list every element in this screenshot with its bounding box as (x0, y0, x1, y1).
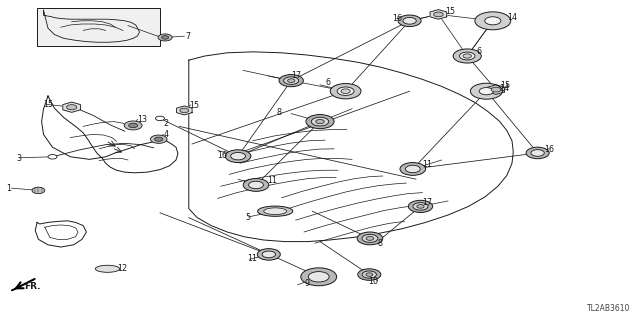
Circle shape (405, 165, 420, 173)
Circle shape (279, 75, 303, 87)
Circle shape (32, 187, 45, 194)
Text: 15: 15 (445, 7, 455, 16)
Circle shape (358, 269, 381, 280)
Text: 16: 16 (544, 145, 554, 154)
Circle shape (155, 137, 163, 141)
Circle shape (470, 83, 502, 99)
Circle shape (262, 251, 275, 258)
Circle shape (362, 235, 378, 242)
Circle shape (362, 271, 376, 278)
Circle shape (180, 108, 189, 113)
Circle shape (230, 152, 246, 160)
Text: 8: 8 (378, 239, 383, 248)
Circle shape (398, 15, 421, 27)
Circle shape (308, 272, 329, 282)
Text: 14: 14 (508, 13, 518, 22)
Circle shape (400, 163, 426, 175)
Circle shape (48, 155, 57, 159)
Bar (37, 8, 160, 46)
Circle shape (67, 105, 77, 110)
Text: 15: 15 (44, 100, 54, 109)
Polygon shape (488, 85, 504, 94)
Text: 6: 6 (477, 47, 482, 56)
Circle shape (357, 232, 383, 245)
Circle shape (408, 200, 433, 212)
Circle shape (311, 117, 329, 126)
Text: 10: 10 (368, 277, 378, 286)
Circle shape (284, 77, 299, 84)
Circle shape (492, 87, 501, 92)
Circle shape (475, 12, 511, 30)
Text: TL2AB3610: TL2AB3610 (587, 304, 630, 313)
Circle shape (158, 34, 172, 41)
Text: 4: 4 (163, 130, 168, 139)
Text: 3: 3 (16, 154, 21, 163)
Circle shape (366, 236, 374, 240)
Polygon shape (430, 10, 447, 19)
Text: 2: 2 (163, 119, 168, 128)
Polygon shape (177, 106, 192, 115)
Circle shape (330, 84, 361, 99)
Circle shape (417, 204, 424, 208)
Circle shape (243, 179, 269, 191)
Ellipse shape (95, 265, 120, 272)
Text: 15: 15 (189, 101, 199, 110)
Text: 17: 17 (291, 71, 301, 80)
Circle shape (434, 12, 444, 17)
Circle shape (257, 249, 280, 260)
Polygon shape (63, 102, 81, 112)
Text: 8: 8 (276, 108, 282, 117)
Text: 17: 17 (422, 198, 433, 207)
Text: 15: 15 (500, 81, 511, 90)
Text: 11: 11 (422, 160, 433, 169)
Text: 11: 11 (268, 176, 278, 185)
Circle shape (248, 181, 264, 189)
Circle shape (366, 273, 372, 276)
Circle shape (161, 36, 169, 39)
Circle shape (479, 88, 493, 95)
Circle shape (129, 123, 138, 128)
Circle shape (306, 115, 334, 129)
Circle shape (460, 52, 475, 60)
Circle shape (484, 17, 501, 25)
Circle shape (463, 54, 472, 58)
Circle shape (156, 116, 164, 121)
Text: 16: 16 (218, 151, 228, 160)
Text: 14: 14 (499, 84, 509, 93)
Text: 11: 11 (247, 254, 257, 263)
Text: 13: 13 (138, 116, 148, 124)
Ellipse shape (257, 206, 293, 216)
Ellipse shape (264, 208, 287, 214)
Circle shape (316, 119, 324, 124)
Circle shape (526, 147, 549, 159)
Text: 16: 16 (392, 14, 402, 23)
Text: 12: 12 (117, 264, 127, 273)
Text: FR.: FR. (24, 282, 41, 291)
Circle shape (124, 121, 142, 130)
Text: 1: 1 (6, 184, 12, 193)
Circle shape (287, 79, 295, 83)
Circle shape (150, 135, 167, 143)
Text: 9: 9 (305, 279, 310, 288)
Circle shape (225, 150, 251, 163)
Circle shape (413, 203, 428, 210)
Polygon shape (12, 285, 20, 291)
Circle shape (341, 89, 350, 93)
Circle shape (531, 150, 544, 156)
Text: 5: 5 (245, 213, 250, 222)
Circle shape (403, 18, 416, 24)
Text: 6: 6 (325, 78, 330, 87)
Circle shape (453, 49, 481, 63)
Text: 7: 7 (186, 32, 191, 41)
Circle shape (301, 268, 337, 286)
Circle shape (337, 87, 354, 95)
